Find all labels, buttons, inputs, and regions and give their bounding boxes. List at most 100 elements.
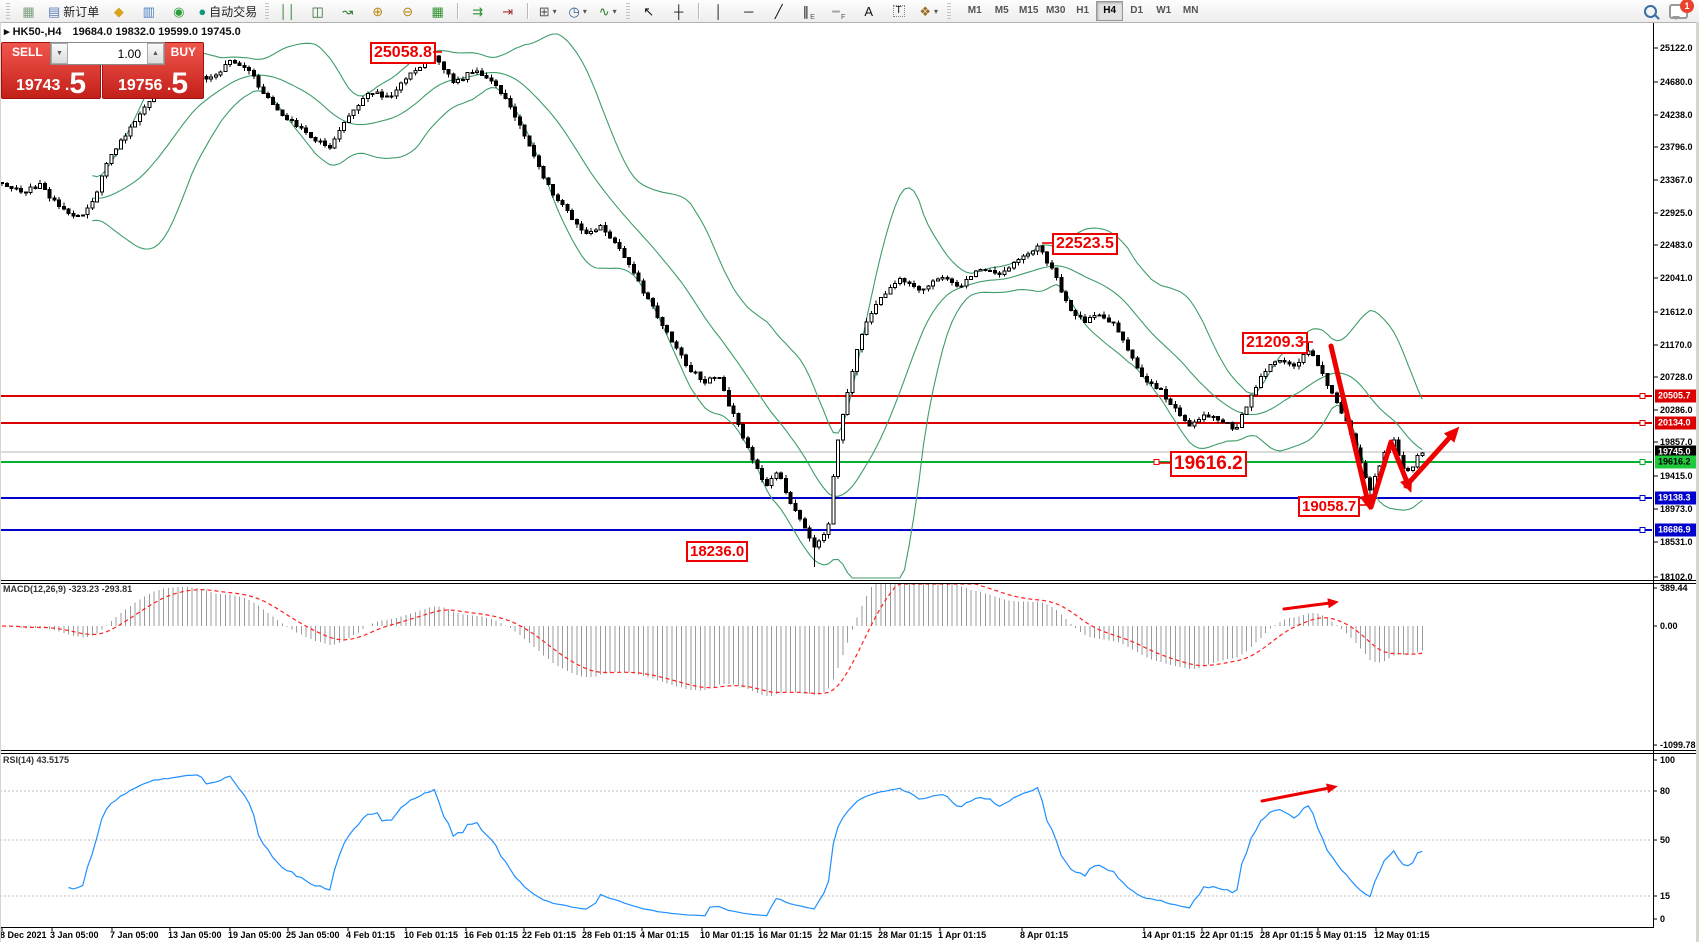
arrows-tool-button[interactable]: ❖ ▾ — [914, 1, 943, 22]
chevron-down-icon[interactable]: ▾ — [612, 6, 617, 16]
chevron-down-icon[interactable]: ▾ — [934, 6, 939, 16]
timeframe-d1-button[interactable]: D1 — [1130, 5, 1144, 16]
chart-window-button[interactable]: ▦ — [14, 1, 43, 22]
chart-shift-button[interactable]: ⇥ — [493, 1, 522, 22]
timeframe-w1-button[interactable]: W1 — [1156, 5, 1172, 16]
fibonacci-button[interactable]: ┉ F — [824, 1, 853, 22]
trendline-button[interactable]: ╱ — [764, 1, 793, 22]
price-label[interactable]: 25058.8 — [370, 42, 436, 64]
timeframe-m15-button[interactable]: M15 — [1018, 5, 1039, 16]
zoom-out-button[interactable]: ⊖ — [393, 1, 422, 22]
navigator-button[interactable]: ▥ — [134, 1, 163, 22]
toolbar-grip[interactable] — [626, 3, 631, 19]
toolbar-separator — [457, 3, 459, 19]
price-line-badge: 20505.7 — [1655, 389, 1699, 403]
price-label[interactable]: 22523.5 — [1052, 233, 1118, 255]
timeframe-h1-button[interactable]: H1 — [1076, 5, 1090, 16]
volume-input[interactable]: 1.00 — [117, 46, 141, 61]
price-label[interactable]: 19058.7 — [1298, 496, 1361, 517]
equidistant-channel-icon-sub: E — [810, 13, 815, 21]
new-order-button[interactable]: ▤ 新订单 — [44, 1, 103, 22]
price-axis-tick-label: 19857.0 — [1660, 437, 1693, 447]
line-chart-icon: ↝ — [342, 3, 354, 19]
time-axis-tick-label: 4 Feb 01:15 — [346, 930, 396, 940]
new-chart-button[interactable]: ⊞ ▾ — [533, 1, 562, 22]
sell-label: SELL — [12, 45, 43, 59]
macd-panel-separator[interactable] — [0, 580, 1699, 584]
price-axis-tick-label: 20728.0 — [1660, 372, 1693, 382]
tile-windows-button[interactable]: ▦ — [423, 1, 452, 22]
timeframe-m5-button[interactable]: M5 — [994, 5, 1009, 16]
time-axis-tick-label: 3 Jan 05:00 — [50, 930, 99, 940]
one-click-trade-panel: SELL 19743 . 5 BUY 19756 . 5 ▼ 1.00 ▲ — [1, 42, 204, 100]
autotrade-button[interactable]: ● 自动交易 — [194, 1, 261, 22]
time-axis-tick-label: 28 Feb 01:15 — [582, 930, 637, 940]
timeframe-m30-button[interactable]: M30 — [1045, 5, 1066, 16]
indicators-button[interactable]: ∿ ▾ — [593, 1, 622, 22]
price-axis-tick-label: 18531.0 — [1660, 537, 1693, 547]
symbol-bar: ▸ HK50-,H4 19684.0 19832.0 19599.0 19745… — [4, 25, 241, 38]
toolbar-separator — [527, 3, 529, 19]
timeframe-h4-button[interactable]: H4 — [1096, 1, 1124, 21]
rsi-scale-label: 80 — [1660, 786, 1671, 796]
timeframe-mn-button[interactable]: MN — [1182, 5, 1199, 16]
channel-button[interactable]: ∥ E — [794, 1, 823, 22]
volume-increase-button[interactable]: ▲ — [147, 43, 164, 64]
rsi-scale-label: 100 — [1660, 755, 1676, 765]
time-axis-tick-label: 5 May 01:15 — [1316, 930, 1367, 940]
rsi-panel-separator[interactable] — [0, 750, 1699, 754]
bar-chart-icon: ││ — [279, 3, 296, 19]
time-axis-tick-label: 10 Feb 01:15 — [404, 930, 459, 940]
crosshair-button[interactable]: ┼ — [664, 1, 693, 22]
search-icon[interactable] — [1644, 4, 1657, 18]
toolbar-grip[interactable] — [947, 3, 952, 19]
price-axis-tick-label: 23367.0 — [1660, 175, 1693, 185]
new-order-icon: ▤ — [48, 3, 61, 19]
volume-decrease-button[interactable]: ▼ — [51, 43, 68, 64]
horizontal-line-button[interactable]: ─ — [734, 1, 763, 22]
toolbar-grip[interactable] — [6, 3, 10, 19]
bar-chart-button[interactable]: ││ — [273, 1, 302, 22]
periods-button[interactable]: ◷ ▾ — [563, 1, 592, 22]
macd-scale-label: 0.00 — [1660, 621, 1678, 631]
text-button[interactable]: A — [854, 1, 883, 22]
time-axis-tick-label: 22 Mar 01:15 — [818, 930, 873, 940]
text-icon: A — [864, 3, 874, 19]
price-label[interactable]: 18236.0 — [686, 541, 749, 562]
toolbar-grip[interactable] — [265, 3, 270, 19]
chevron-down-icon[interactable]: ▾ — [582, 6, 587, 16]
horizontal-line-icon: ─ — [744, 3, 754, 19]
cursor-button[interactable]: ↖ — [634, 1, 663, 22]
time-axis-tick-label: 12 May 01:15 — [1374, 930, 1430, 940]
symbol-name: HK50-,H4 — [12, 26, 62, 38]
price-label[interactable]: 21209.3 — [1242, 332, 1308, 354]
sell-price-frac: 5 — [69, 67, 87, 100]
price-axis-line — [1653, 22, 1654, 927]
vertical-line-icon: │ — [714, 3, 723, 19]
quotes-button[interactable]: ◆ — [104, 1, 133, 22]
time-axis-tick-label: 13 Jan 05:00 — [168, 930, 222, 940]
buy-label: BUY — [170, 45, 196, 59]
time-axis-tick-label: 16 Mar 01:15 — [758, 930, 813, 940]
text-label-button[interactable]: T — [884, 1, 913, 22]
line-chart-button[interactable]: ↝ — [333, 1, 362, 22]
time-axis-tick-label: 8 Dec 2021 — [0, 930, 47, 940]
autotrade-icon: ● — [198, 3, 207, 19]
price-axis-tick-label: 18102.0 — [1660, 572, 1693, 582]
time-axis-tick-label: 4 Mar 01:15 — [640, 930, 690, 940]
price-axis-tick-label: 22483.0 — [1660, 240, 1693, 250]
macd-name: MACD(12,26,9) — [3, 584, 67, 594]
price-label[interactable]: 19616.2 — [1170, 451, 1247, 477]
time-axis-tick-label: 28 Apr 01:15 — [1260, 930, 1314, 940]
price-line-badge: 19745.0 — [1655, 445, 1699, 459]
zoom-in-button[interactable]: ⊕ — [363, 1, 392, 22]
chevron-down-icon[interactable]: ▾ — [552, 6, 557, 16]
timeframe-m1-button[interactable]: M1 — [967, 5, 982, 16]
comments-icon[interactable]: 1 — [1669, 0, 1694, 20]
terminal-button[interactable]: ◉ — [164, 1, 193, 22]
auto-scroll-button[interactable]: ⇉ — [463, 1, 492, 22]
price-axis-tick-label: 19415.0 — [1660, 471, 1693, 481]
vertical-line-button[interactable]: │ — [704, 1, 733, 22]
candle-chart-button[interactable]: ◫ — [303, 1, 332, 22]
